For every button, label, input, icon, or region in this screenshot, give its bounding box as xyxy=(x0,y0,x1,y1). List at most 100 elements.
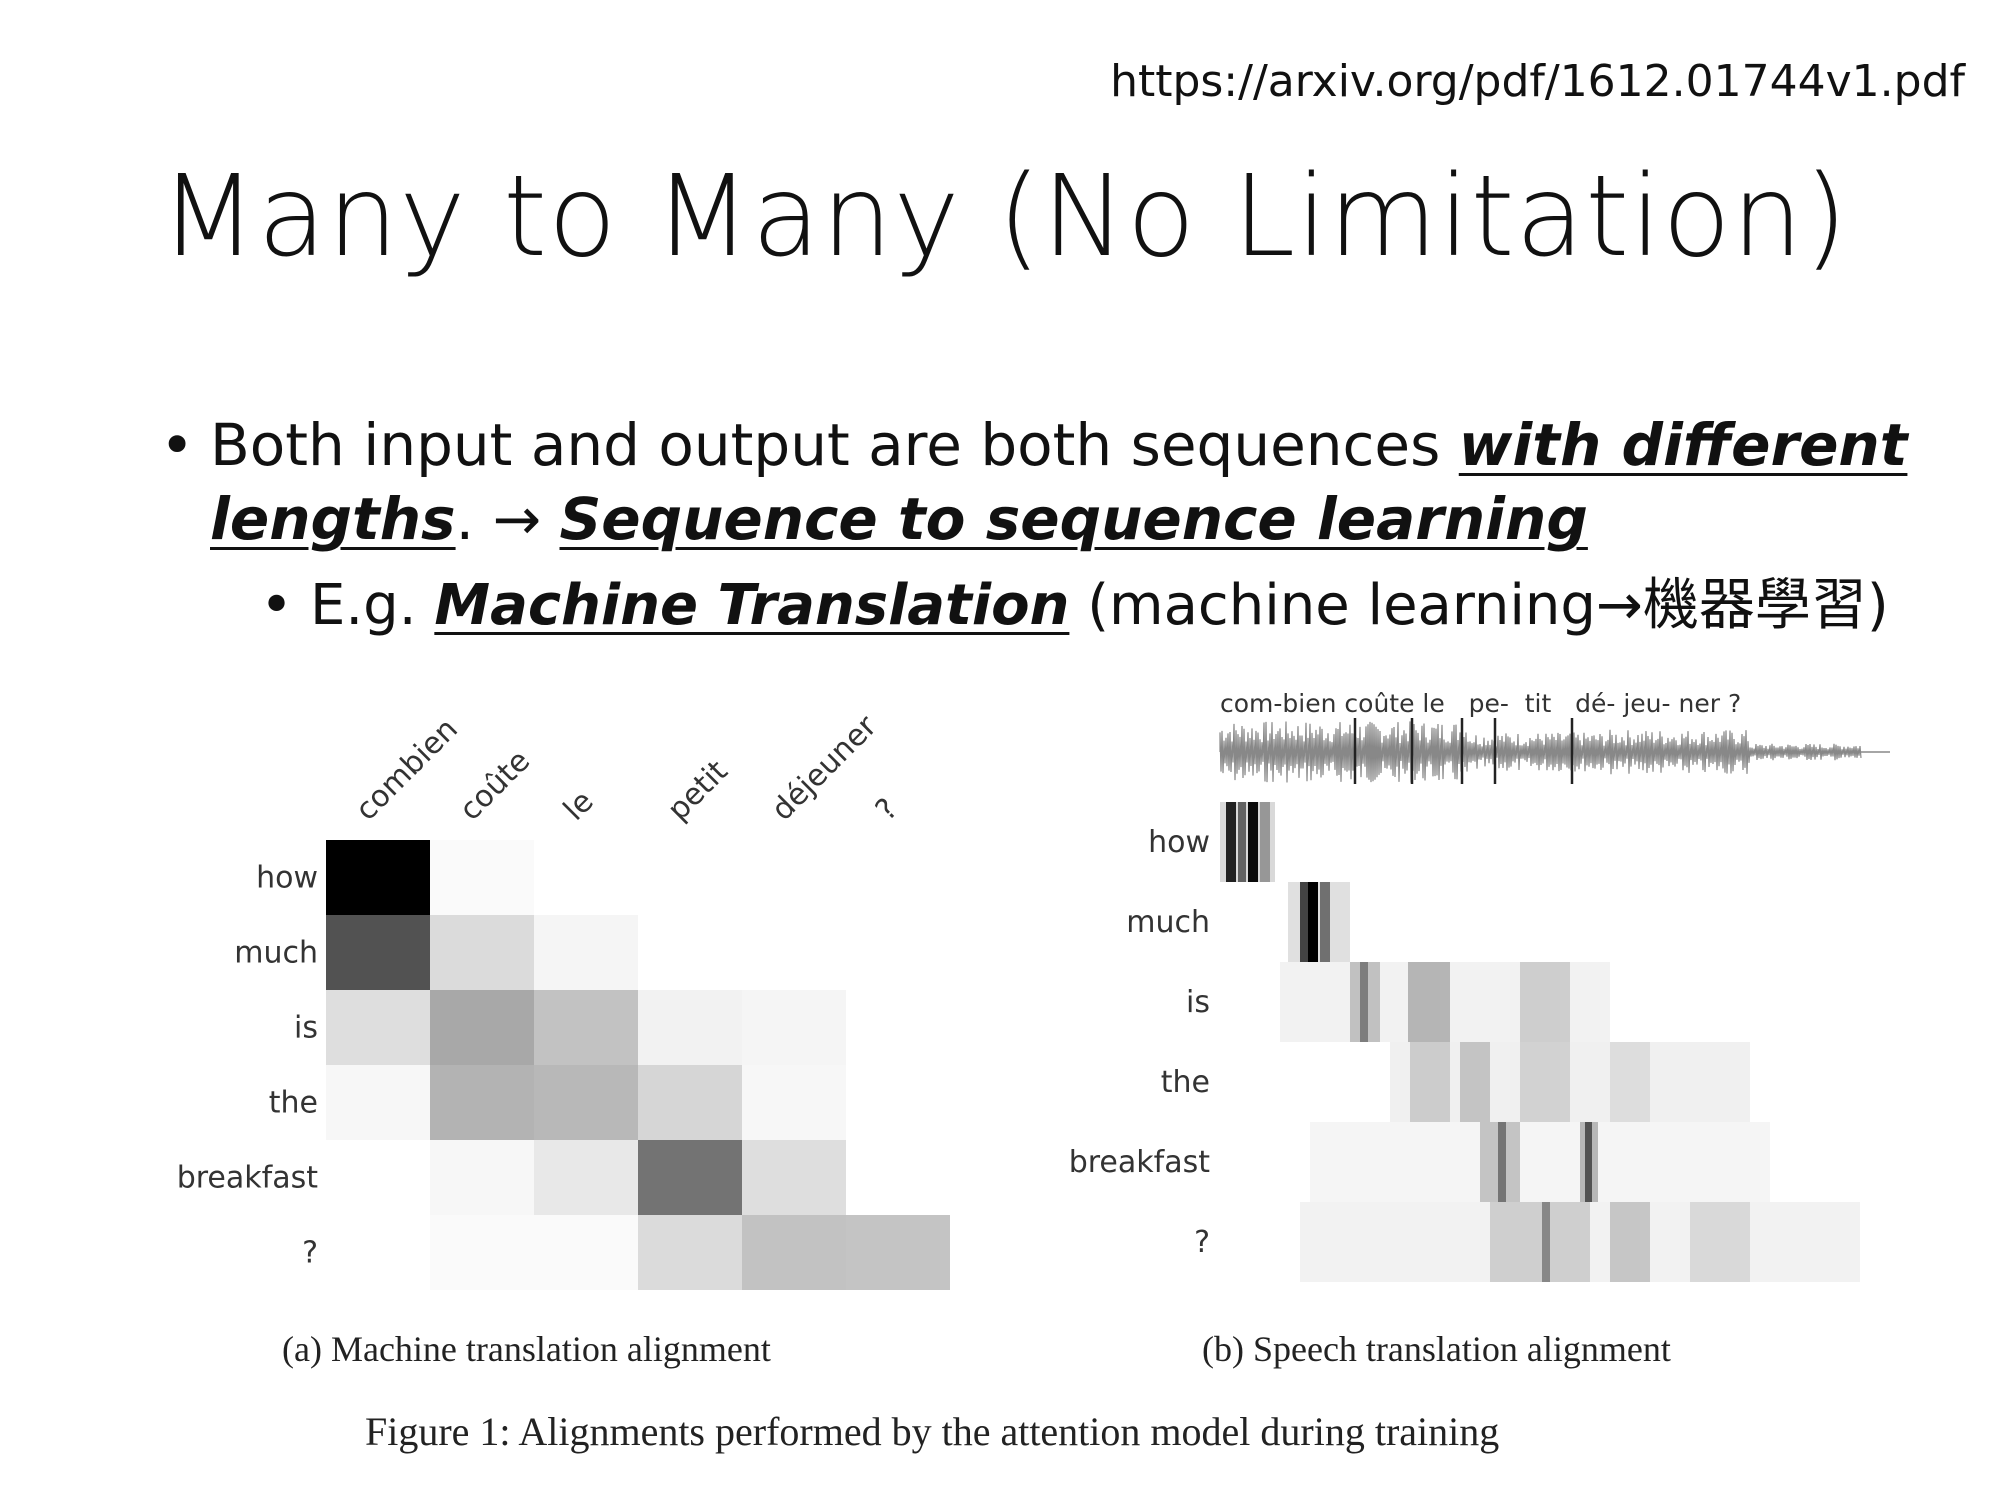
attention-strip xyxy=(1460,1042,1490,1122)
attention-strip xyxy=(1226,802,1236,882)
heatmap-cell xyxy=(846,990,950,1065)
attention-strip xyxy=(1410,1042,1450,1122)
heatmap-cell xyxy=(326,1140,430,1215)
attention-strip xyxy=(1542,1202,1550,1282)
bullet-dot: • xyxy=(260,573,294,638)
attention-strip xyxy=(1520,1042,1570,1122)
heatmap-cell xyxy=(638,840,742,915)
attention-strip xyxy=(1300,1202,1860,1282)
attention-strip xyxy=(1350,962,1380,1042)
heatmap-cell xyxy=(430,1215,534,1290)
bullet-item-1: • Both input and output are both sequenc… xyxy=(160,408,1940,556)
row-label: breakfast xyxy=(177,1161,319,1196)
column-label: combien xyxy=(349,712,465,828)
row-label: how xyxy=(256,861,318,896)
heatmap-cell xyxy=(638,990,742,1065)
heatmap-cell xyxy=(638,1140,742,1215)
bullet-item-2: • E.g. Machine Translation (machine lear… xyxy=(260,570,1940,642)
column-label: petit xyxy=(661,754,735,828)
column-label: coûte xyxy=(453,743,537,827)
caption-a: (a) Machine translation alignment xyxy=(282,1329,771,1369)
row-label: breakfast xyxy=(1069,1145,1211,1180)
caption-b: (b) Speech translation alignment xyxy=(1202,1329,1671,1369)
attention-strip xyxy=(1490,1202,1590,1282)
heatmap-cell xyxy=(534,840,638,915)
heatmap-cell xyxy=(534,915,638,990)
attention-strip xyxy=(1610,1042,1650,1122)
row-label: the xyxy=(269,1086,318,1121)
heatmap-cell xyxy=(742,1215,846,1290)
heatmap-cell xyxy=(326,1065,430,1140)
row-label: much xyxy=(234,936,318,971)
attention-strip xyxy=(1280,962,1610,1042)
bullet-2-text-b: (machine learning→機器學習) xyxy=(1069,573,1889,638)
bullet-dot: • xyxy=(160,411,195,479)
attention-strip xyxy=(1310,1122,1770,1202)
row-label: is xyxy=(1186,985,1210,1020)
row-label: how xyxy=(1148,825,1210,860)
heatmap-cell xyxy=(742,990,846,1065)
heatmap-cell xyxy=(326,915,430,990)
heatmap-cell xyxy=(742,840,846,915)
speech-attention-cells xyxy=(1220,802,1860,1282)
attention-strip xyxy=(1408,962,1450,1042)
column-label: le xyxy=(557,784,601,828)
heatmap-cell xyxy=(326,840,430,915)
figure-caption: Figure 1: Alignments performed by the at… xyxy=(365,1409,1500,1454)
column-label: déjeuner xyxy=(765,708,884,827)
heatmap-cell xyxy=(846,840,950,915)
attention-strip xyxy=(1300,882,1308,962)
row-label: ? xyxy=(1194,1225,1210,1260)
attention-strip xyxy=(1248,802,1258,882)
attention-strip xyxy=(1320,882,1330,962)
attention-strip xyxy=(1520,962,1570,1042)
attention-strip xyxy=(1238,802,1246,882)
bullet-1-text-b: . → xyxy=(455,485,560,553)
heatmap-cell xyxy=(742,1065,846,1140)
attention-strip xyxy=(1585,1122,1592,1202)
heatmap-cell xyxy=(846,915,950,990)
attention-strip xyxy=(1288,882,1350,962)
bullet-2-emphasis-mt: Machine Translation xyxy=(434,573,1070,638)
heatmap-cell xyxy=(534,990,638,1065)
waveform-trace xyxy=(1219,721,1862,783)
heatmap-cell xyxy=(846,1215,950,1290)
attention-strip xyxy=(1610,1202,1650,1282)
row-label: the xyxy=(1161,1065,1210,1100)
row-label: ? xyxy=(302,1236,318,1271)
heatmap-cell xyxy=(638,915,742,990)
heatmap-cell xyxy=(430,840,534,915)
bullet-list: • Both input and output are both sequenc… xyxy=(160,408,1940,642)
bullet-1-emphasis-seq2seq: Sequence to sequence learning xyxy=(559,485,1588,553)
source-url[interactable]: https://arxiv.org/pdf/1612.01744v1.pdf xyxy=(1110,56,1965,107)
attention-strip xyxy=(1308,882,1318,962)
bullet-2-text-a: E.g. xyxy=(310,573,435,638)
heatmap-cell xyxy=(534,1065,638,1140)
heatmap-cell xyxy=(846,1065,950,1140)
bullet-1-emphasis-lengths: with different lengths xyxy=(210,411,1908,553)
attention-strip xyxy=(1690,1202,1750,1282)
attention-strip xyxy=(1498,1122,1506,1202)
row-label: is xyxy=(294,1011,318,1046)
heatmap-cell xyxy=(638,1215,742,1290)
heatmap-cell xyxy=(742,1140,846,1215)
speech-alignment-heatmap: com-bien coûte le pe- tit dé- jeu- ner ?… xyxy=(1069,690,1890,1282)
attention-strip xyxy=(1390,1042,1750,1122)
heatmap-cell xyxy=(430,1065,534,1140)
heatmap-cell xyxy=(846,1140,950,1215)
attention-strip xyxy=(1480,1122,1520,1202)
attention-strip xyxy=(1360,962,1368,1042)
heatmap-cell xyxy=(326,1215,430,1290)
heatmap-cell xyxy=(430,1140,534,1215)
syllable-labels: com-bien coûte le pe- tit dé- jeu- ner ? xyxy=(1220,690,1741,718)
row-label: much xyxy=(1126,905,1210,940)
heatmap-cell xyxy=(430,915,534,990)
speech-row-labels: how much is the breakfast? xyxy=(1069,825,1211,1260)
waveform xyxy=(1219,718,1890,784)
heatmap-cell xyxy=(742,915,846,990)
heatmap-cell xyxy=(638,1065,742,1140)
attention-strip xyxy=(1260,802,1270,882)
column-label: ? xyxy=(869,792,905,828)
heatmap-cell xyxy=(534,1140,638,1215)
slide-title: Many to Many (No Limitation) xyxy=(160,152,1849,282)
